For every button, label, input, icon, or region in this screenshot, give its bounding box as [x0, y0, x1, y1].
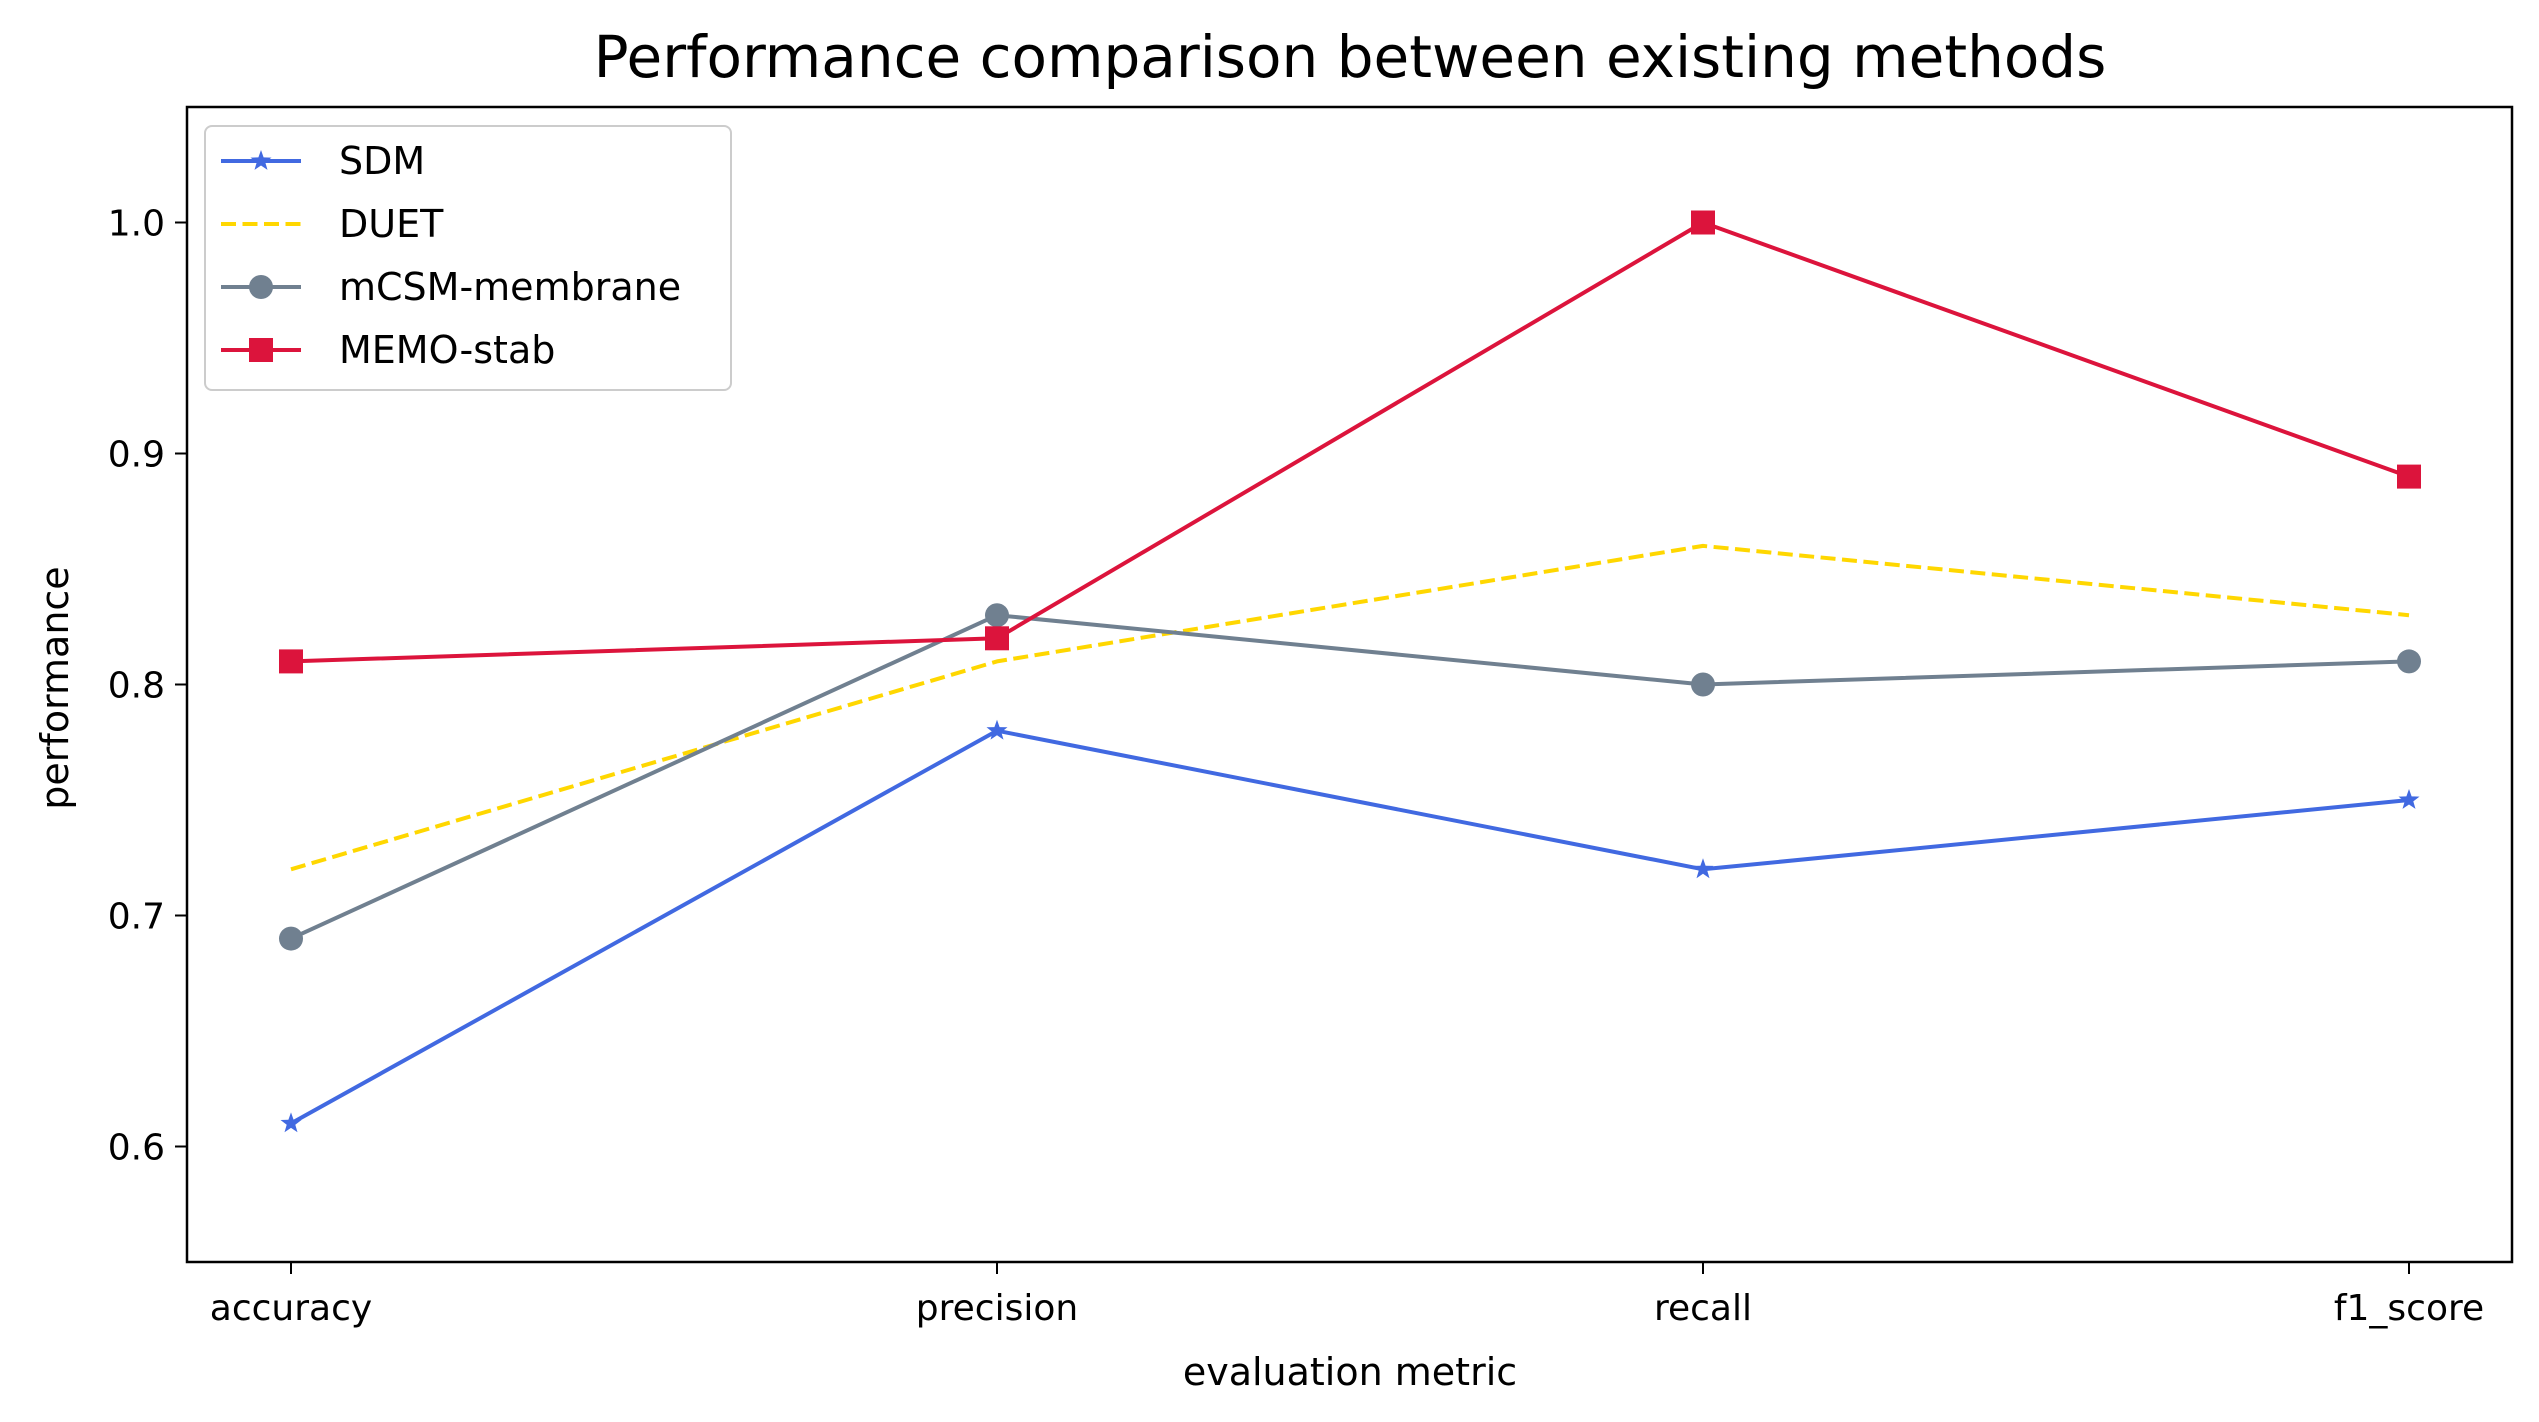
legend-label: SDM: [339, 139, 425, 183]
data-point: [2398, 789, 2420, 809]
legend-marker: [249, 338, 273, 362]
y-tick-label: 1.0: [108, 204, 165, 245]
data-point: [985, 626, 1009, 651]
series-line: [290, 220, 2410, 664]
data-point: [2397, 464, 2421, 489]
x-axis-label: evaluation metric: [1183, 1350, 1517, 1394]
legend-entry: mCSM-membrane: [221, 265, 681, 309]
data-point: [985, 603, 1009, 628]
legend: SDM DUET mCSM-membrane MEMO-stab: [204, 125, 732, 391]
series-line: [290, 613, 2410, 941]
y-axis-label: performance: [33, 566, 77, 809]
legend-entry: DUET: [221, 202, 444, 246]
x-tick-label: precision: [916, 1288, 1078, 1329]
data-point: [986, 719, 1008, 740]
chart-title: Performance comparison between existing …: [594, 23, 2107, 91]
series-memo-stab: [279, 210, 2421, 674]
series-line: [290, 543, 2410, 872]
data-point: [1691, 210, 1715, 235]
y-tick-label: 0.8: [108, 666, 165, 707]
legend-label: MEMO-stab: [339, 328, 555, 372]
series-line: [290, 728, 2410, 1126]
y-tick-label: 0.7: [108, 897, 165, 938]
plot-area: [279, 210, 2421, 1133]
y-tick-label: 0.9: [108, 435, 165, 476]
legend-marker: [250, 150, 272, 170]
legend-entry: MEMO-stab: [221, 328, 555, 372]
x-tick-label: accuracy: [210, 1288, 372, 1329]
x-axis: accuracy precision recall f1_score: [210, 1262, 2484, 1329]
x-tick-label: recall: [1654, 1288, 1752, 1329]
x-tick-label: f1_score: [2334, 1288, 2484, 1329]
y-axis: 0.6 0.7 0.8 0.9 1.0: [108, 204, 187, 1169]
data-point: [1691, 672, 1715, 697]
legend-box: [204, 125, 732, 391]
legend-marker: [249, 275, 273, 299]
legend-label: DUET: [339, 202, 444, 246]
data-point: [1692, 858, 1714, 879]
legend-label: mCSM-membrane: [339, 265, 681, 309]
data-point: [279, 649, 303, 674]
series-duet: [290, 543, 2410, 872]
data-point: [2397, 649, 2421, 674]
y-tick-label: 0.6: [108, 1128, 165, 1169]
data-point: [279, 926, 303, 951]
legend-entry: SDM: [221, 139, 425, 183]
series-sdm: [280, 719, 2420, 1133]
series-mcsm-membrane: [279, 603, 2421, 951]
data-point: [280, 1112, 302, 1133]
